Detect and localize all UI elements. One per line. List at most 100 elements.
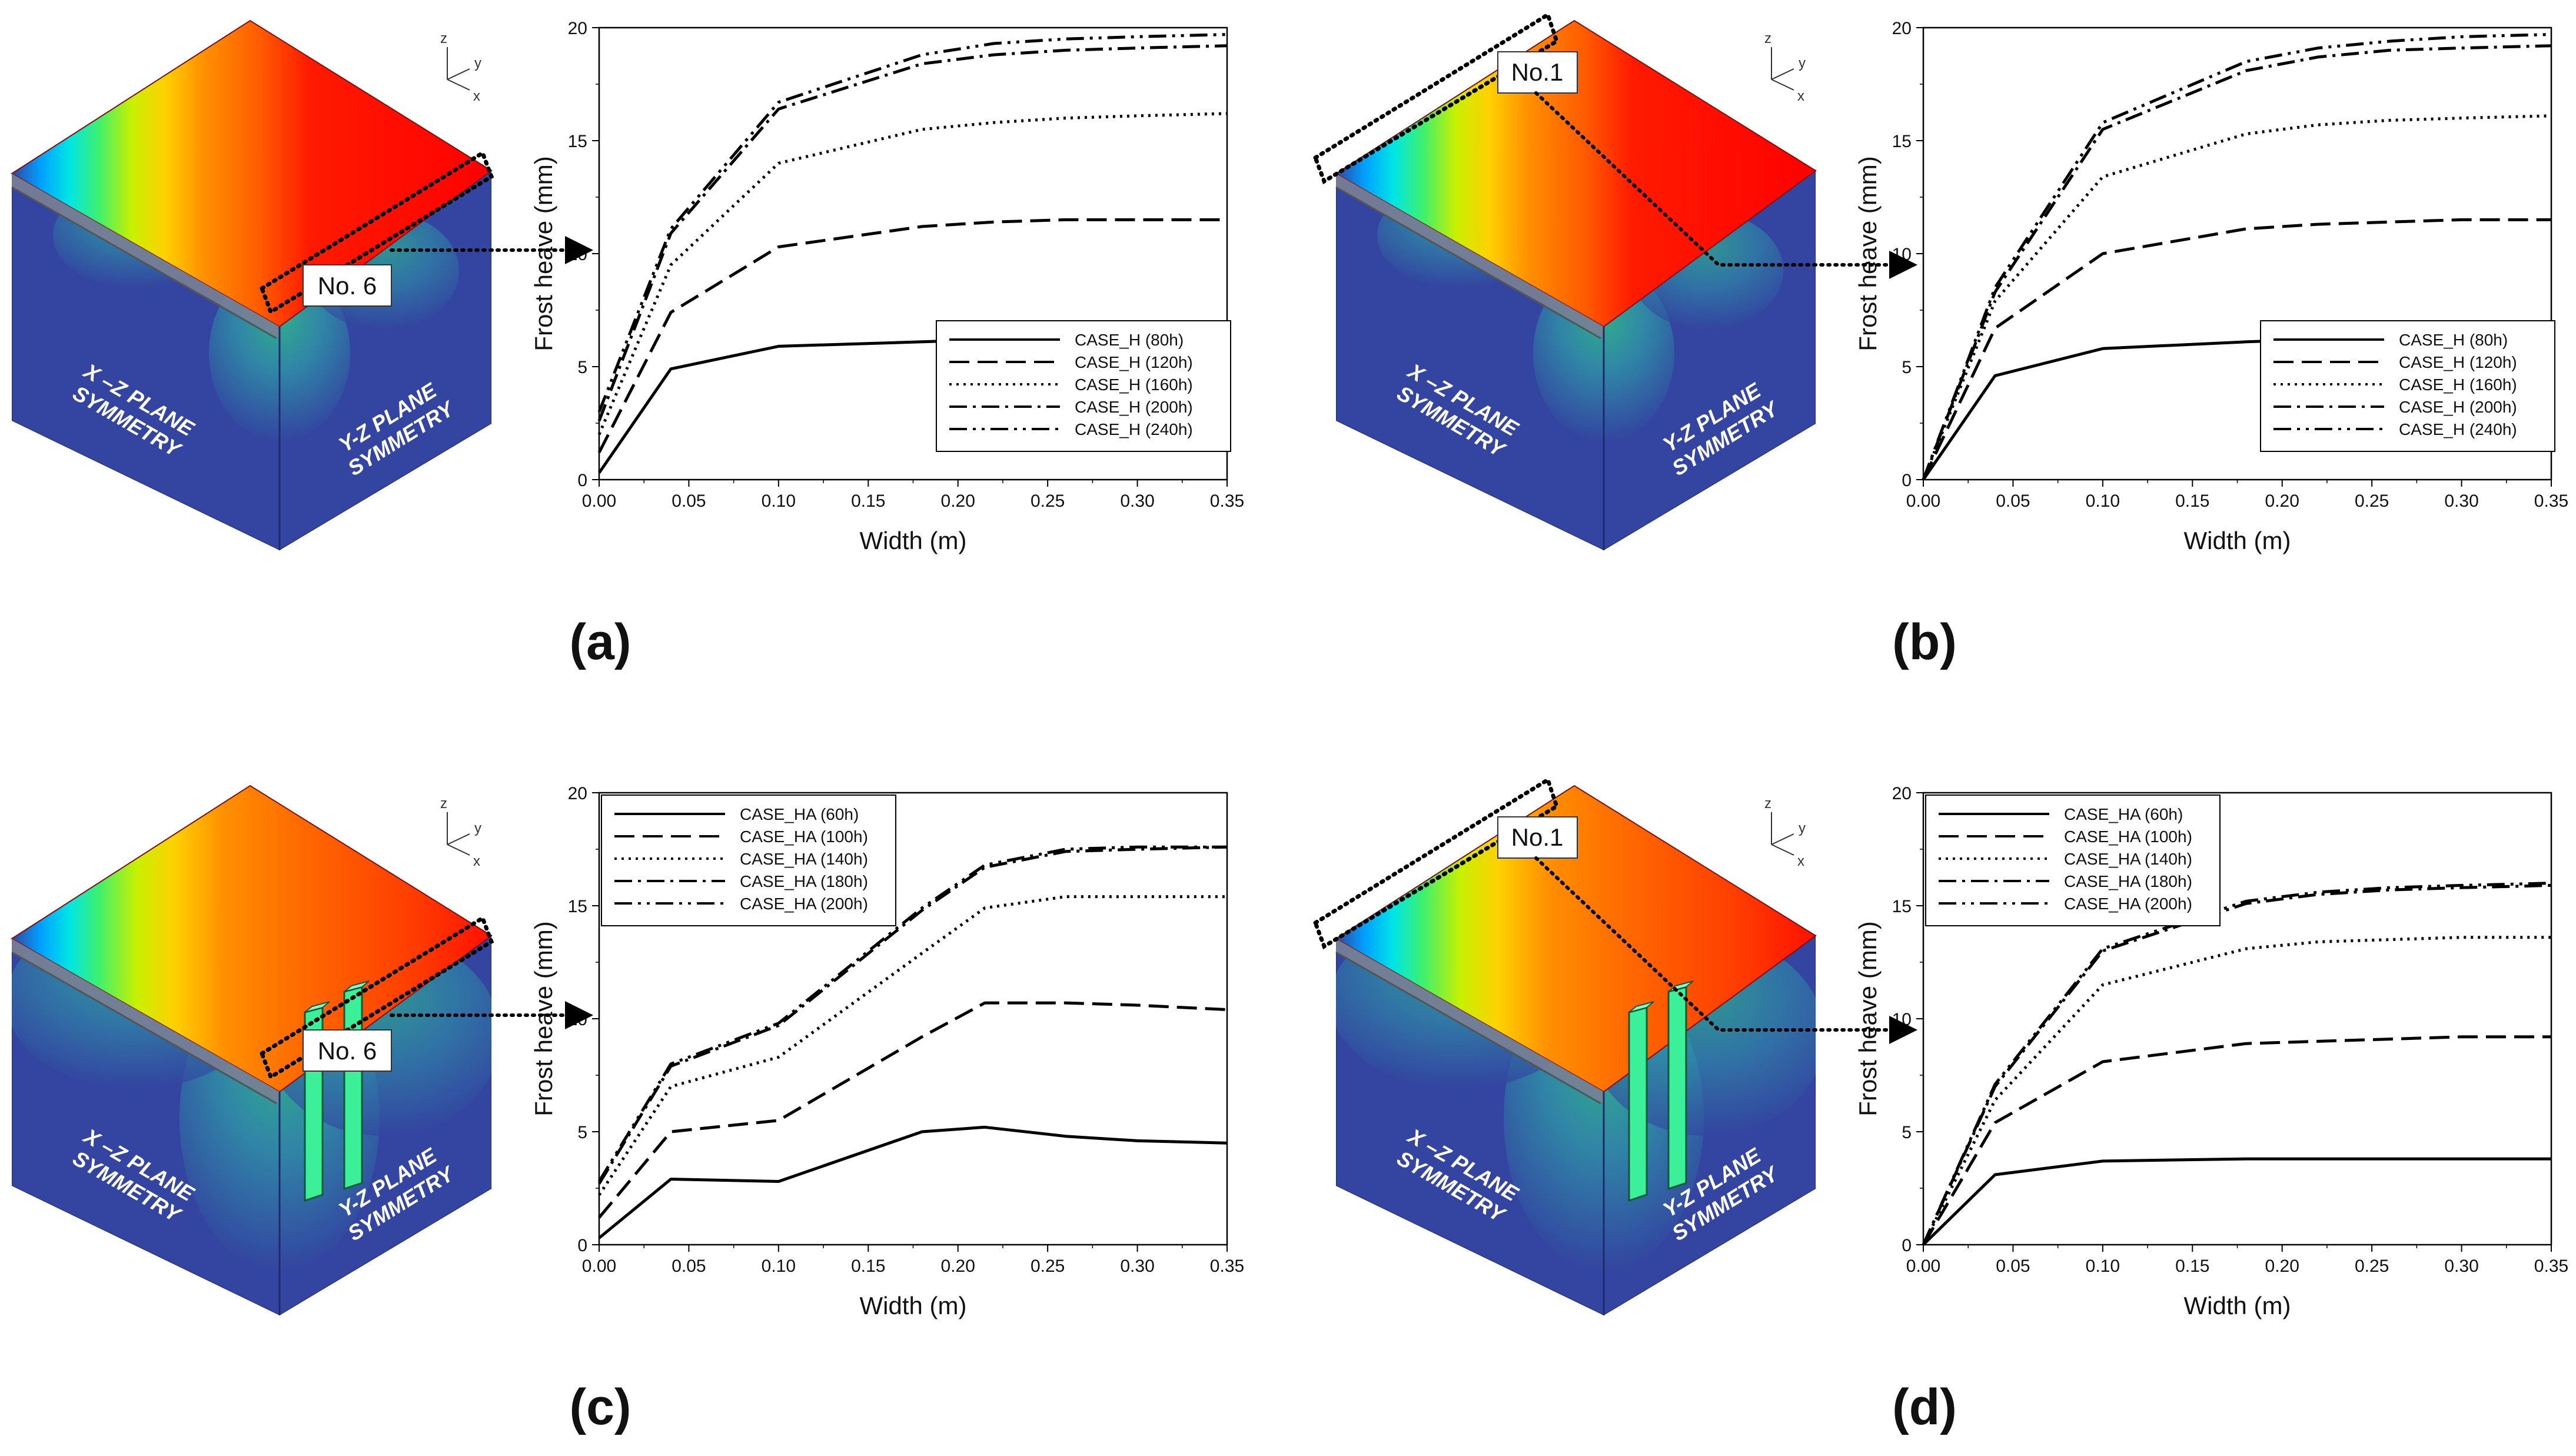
series-line <box>1922 936 2551 1246</box>
series-line <box>598 1001 1228 1219</box>
panel-label: (d) <box>1892 1379 1957 1435</box>
mask <box>1324 0 1336 447</box>
node-label-box <box>303 1029 392 1072</box>
y-tick-label: 20 <box>568 784 587 803</box>
axis-x-line <box>1771 79 1794 91</box>
y-axis-label: Frost heave (mm) <box>530 156 557 351</box>
heating-pillar-1 <box>1628 1006 1648 1202</box>
y-tick-label: 20 <box>1892 784 1912 803</box>
x-tick-label: 0.35 <box>1210 1256 1244 1276</box>
x-tick-label: 0.10 <box>2086 491 2120 511</box>
series-line <box>597 44 1228 422</box>
y-tick-label: 5 <box>1902 1123 1912 1142</box>
y-tick-label: 10 <box>1892 1010 1912 1029</box>
y-tick-label: 15 <box>568 897 587 916</box>
series-line <box>1922 218 2551 481</box>
mask <box>12 1186 491 1342</box>
y-tick-label: 10 <box>568 245 587 264</box>
legend-entry: CASE_H (80h) <box>2399 331 2508 349</box>
legend-entry: CASE_H (160h) <box>1075 375 1193 394</box>
series-line <box>597 895 1227 1196</box>
legend-entry: CASE_HA (100h) <box>2064 827 2192 846</box>
edge-line <box>11 186 277 340</box>
legend-entry: CASE_HA (60h) <box>2064 805 2183 823</box>
series-line <box>1922 882 2552 1246</box>
x-tick-label: 0.20 <box>941 1256 975 1276</box>
axis-y-line <box>1771 68 1794 80</box>
series-line <box>597 845 1227 1182</box>
liner-strip <box>1336 174 1604 338</box>
axis-y-label: y <box>1799 55 1806 71</box>
x-tick-label: 0.05 <box>672 1256 706 1276</box>
liner-strip <box>1336 939 1604 1103</box>
x-tick-label: 0.10 <box>2086 1256 2120 1276</box>
series-line <box>598 1125 1228 1239</box>
legend-entry: CASE_H (120h) <box>1075 353 1193 371</box>
y-tick-label: 5 <box>577 1123 587 1142</box>
mask <box>0 0 12 447</box>
legend-entry: CASE_HA (180h) <box>2064 872 2192 890</box>
legend-entry: CASE_HA (60h) <box>740 805 859 823</box>
legend-entry: CASE_H (240h) <box>2399 420 2517 438</box>
mask <box>1324 765 1336 1212</box>
axis-x-label: x <box>1797 88 1804 104</box>
legend <box>936 320 1231 452</box>
mask <box>491 171 512 447</box>
legend-entry: CASE_H (120h) <box>2399 353 2517 371</box>
series-line <box>597 33 1228 413</box>
y-tick-label: 5 <box>577 358 587 377</box>
axis-x-line <box>447 844 470 856</box>
legend <box>2260 320 2555 452</box>
legend <box>1925 795 2221 926</box>
x-tick-label: 0.30 <box>1120 1256 1154 1276</box>
series-line <box>1922 114 2552 480</box>
x-tick-label: 0.30 <box>2444 1256 2478 1276</box>
x-tick-label: 0.05 <box>1996 1256 2030 1276</box>
axis-y-label: y <box>474 55 481 71</box>
y-tick-label: 20 <box>1892 19 1912 38</box>
axis-x-line <box>447 79 470 91</box>
legend-entry: CASE_H (240h) <box>1075 420 1193 438</box>
liner-strip <box>12 174 280 338</box>
x-tick-label: 0.10 <box>762 491 796 511</box>
mask <box>1816 936 1836 1212</box>
x-axis-label: Width (m) <box>2184 527 2291 554</box>
y-tick-label: 0 <box>1902 471 1912 490</box>
mask <box>491 936 512 1212</box>
series-line <box>1922 1157 2551 1246</box>
legend-entry: CASE_H (200h) <box>1075 398 1193 416</box>
pillar-top-1 <box>304 1001 330 1013</box>
axis-y-line <box>447 68 470 80</box>
legend-entry: CASE_HA (140h) <box>740 850 868 868</box>
y-tick-label: 0 <box>577 1236 587 1255</box>
mask <box>1336 421 1816 577</box>
y-tick-label: 15 <box>1892 132 1912 151</box>
panel-c: X –Z PLANESYMMETRY Y-Z PLANESYMMETRYzyx0.… <box>0 765 1244 1435</box>
axis-y-line <box>1771 833 1794 845</box>
x-tick-label: 0.35 <box>2534 491 2568 511</box>
heating-pillar-2 <box>343 986 363 1191</box>
y-tick-label: 10 <box>568 1010 587 1029</box>
x-tick-label: 0.00 <box>582 1256 616 1276</box>
liner-strip <box>12 939 280 1103</box>
y-axis-label: Frost heave (mm) <box>1854 156 1882 351</box>
legend-entry: CASE_H (200h) <box>2399 398 2517 416</box>
selection-box <box>259 915 494 1081</box>
panel-label: (a) <box>569 614 631 670</box>
y-axis-label: Frost heave (mm) <box>530 921 557 1116</box>
y-tick-label: 20 <box>568 19 587 38</box>
x-tick-label: 0.30 <box>2444 491 2478 511</box>
x-tick-label: 0.15 <box>851 491 885 511</box>
x-tick-label: 0.00 <box>582 491 616 511</box>
x-tick-label: 0.05 <box>1996 491 2030 511</box>
mask <box>1336 1186 1816 1342</box>
x-tick-label: 0.15 <box>851 1256 885 1276</box>
legend-entry: CASE_H (160h) <box>2399 375 2517 394</box>
axis-x-label: x <box>1797 853 1804 869</box>
leader-arrow <box>1534 91 1917 279</box>
selection-box <box>259 149 494 315</box>
legend-entry: CASE_HA (200h) <box>740 895 868 913</box>
axis-z-label: z <box>440 31 447 46</box>
mask <box>0 765 12 1212</box>
